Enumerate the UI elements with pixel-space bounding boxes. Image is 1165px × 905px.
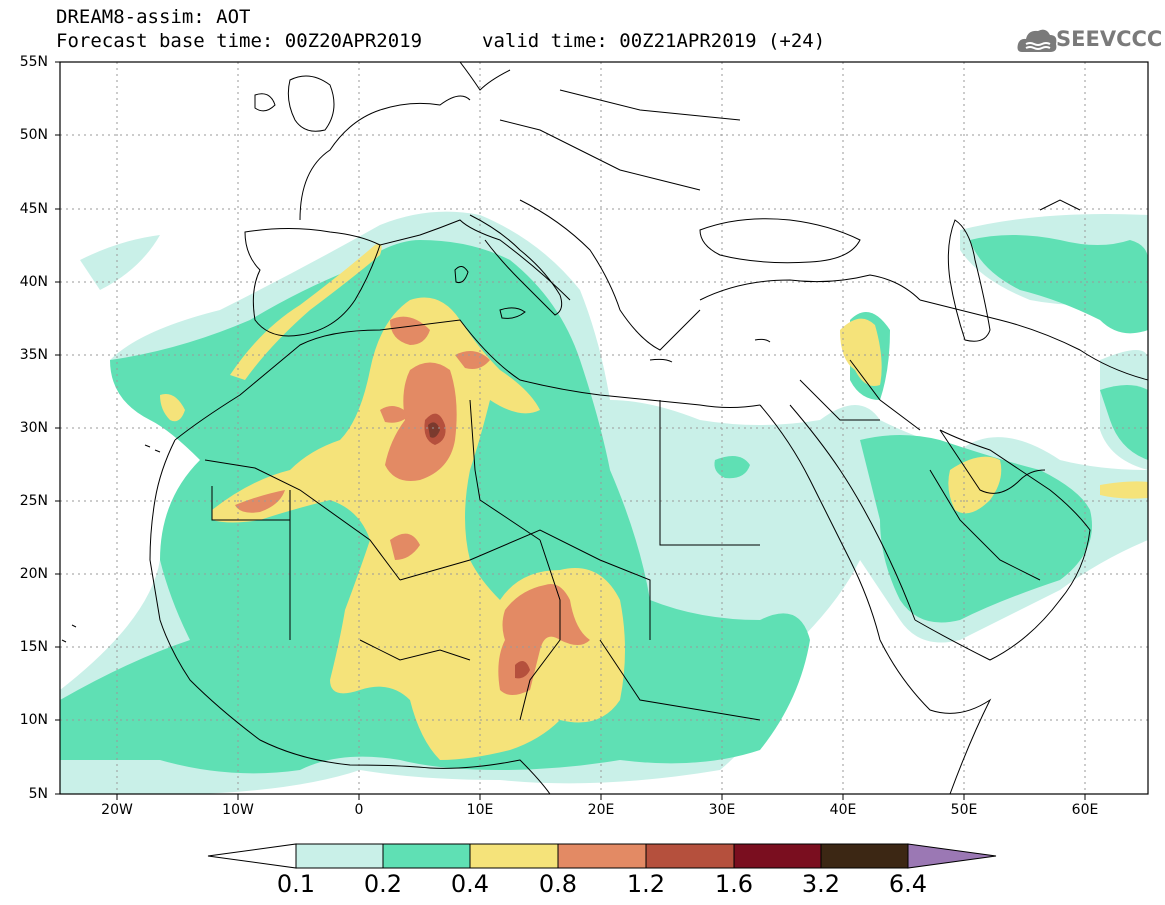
lon-label: 10W (222, 802, 254, 818)
base-time-label: Forecast base time: 00Z20APR2019 (56, 30, 423, 52)
lat-label: 10N (19, 712, 48, 728)
coastlines (61, 62, 1148, 794)
colorbar-label: 0.1 (276, 870, 316, 898)
lat-label: 5N (28, 786, 48, 802)
colorbar-high-arrow (907, 843, 997, 869)
lat-label: 45N (19, 201, 48, 217)
lat-label: 25N (19, 493, 48, 509)
colorbar-label: 0.4 (450, 870, 490, 898)
colorbar-label: 1.6 (714, 870, 754, 898)
seevccc-logo-text: SEEVCCC (1056, 27, 1163, 51)
colorbar-bin-0-1 (295, 843, 384, 869)
lat-label: 15N (19, 639, 48, 655)
lon-label: 30E (708, 802, 736, 818)
valid-time-label: valid time: 00Z21APR2019 (+24) (482, 30, 826, 52)
colorbar (207, 843, 997, 869)
colorbar-bin-1-6 (733, 843, 822, 869)
aot-contour-1-6 (428, 422, 440, 438)
colorbar-low-arrow (207, 843, 297, 869)
lon-label: 60E (1071, 802, 1099, 818)
lat-label: 55N (19, 54, 48, 70)
colorbar-bin-1-2 (645, 843, 735, 869)
lon-label: 40E (829, 802, 857, 818)
gridlines (60, 62, 1148, 794)
colorbar-label: 1.2 (626, 870, 666, 898)
colorbar-label: 3.2 (801, 870, 841, 898)
lat-label: 30N (19, 420, 48, 436)
lon-label: 0 (354, 802, 364, 818)
lat-label: 40N (19, 274, 48, 290)
colorbar-label: 6.4 (888, 870, 928, 898)
axis-ticks (55, 61, 1086, 800)
colorbar-label: 0.8 (538, 870, 578, 898)
colorbar-bin-0-4 (469, 843, 559, 869)
cloud-icon (1017, 29, 1057, 52)
colorbar-bin-3-2 (820, 843, 909, 869)
colorbar-bin-0-2 (382, 843, 471, 869)
lat-label: 50N (19, 127, 48, 143)
colorbar-label: 0.2 (363, 870, 403, 898)
lon-label: 50E (950, 802, 978, 818)
colorbar-bin-0-8 (557, 843, 647, 869)
lat-label: 20N (19, 566, 48, 582)
lon-label: 20E (587, 802, 615, 818)
lon-label: 10E (466, 802, 494, 818)
lat-label: 35N (19, 347, 48, 363)
chart-title: DREAM8-assim: AOT (56, 6, 251, 28)
lon-label: 20W (101, 802, 133, 818)
aot-field (60, 62, 1148, 794)
